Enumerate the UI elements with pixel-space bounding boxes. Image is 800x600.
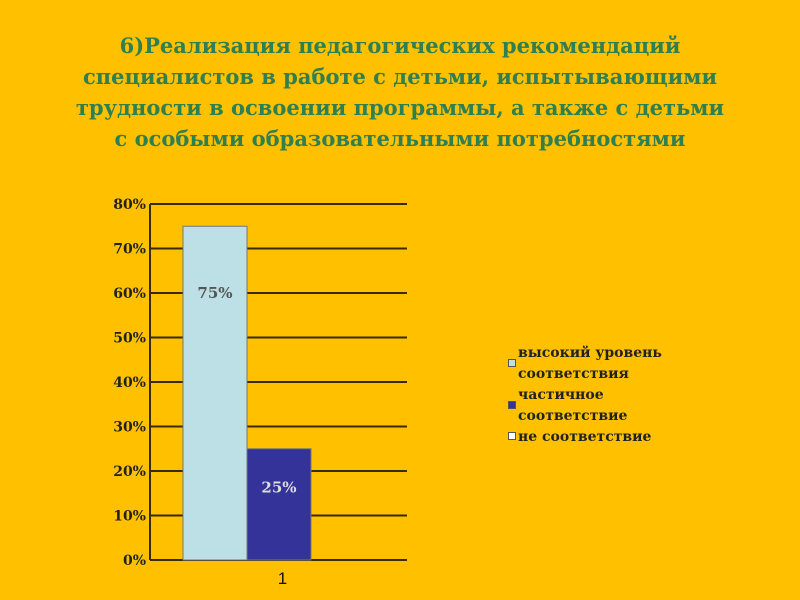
legend-swatch <box>508 401 516 409</box>
legend: высокий уровень соответствия частичное с… <box>508 343 718 448</box>
title-line: с особыми образовательными потребностями <box>114 126 686 151</box>
legend-label: не соответствие <box>518 429 652 445</box>
y-tick-label: 0% <box>123 553 146 569</box>
legend-label: частичное соответствие <box>518 387 628 424</box>
title-line: 6)Реализация педагогических рекомендаций <box>119 33 681 58</box>
y-tick-label: 40% <box>113 375 146 391</box>
y-tick-label: 70% <box>113 242 146 258</box>
bar-1 <box>182 225 248 561</box>
legend-item: не соответствие <box>508 427 718 448</box>
y-tick-label: 80% <box>113 197 146 213</box>
data-label: 75% <box>197 284 232 302</box>
y-tick-label: 60% <box>113 286 146 302</box>
x-tick-label: 1 <box>278 569 287 588</box>
data-label: 25% <box>261 479 296 497</box>
legend-swatch <box>508 432 516 440</box>
slide-title: 6)Реализация педагогических рекомендаций… <box>60 30 740 154</box>
title-line: трудности в освоении программы, а также … <box>75 95 725 120</box>
y-tick-label: 20% <box>113 464 146 480</box>
legend-item: высокий уровень соответствия <box>508 343 678 385</box>
title-line: специалистов в работе с детьми, испытыва… <box>82 64 718 89</box>
y-tick-label: 30% <box>113 420 146 436</box>
bar-2 <box>246 448 312 561</box>
legend-item: частичное соответствие <box>508 385 658 427</box>
y-tick-label: 50% <box>113 331 146 347</box>
legend-swatch <box>508 359 516 367</box>
legend-label: высокий уровень соответствия <box>518 345 662 382</box>
y-tick-label: 10% <box>113 509 146 525</box>
